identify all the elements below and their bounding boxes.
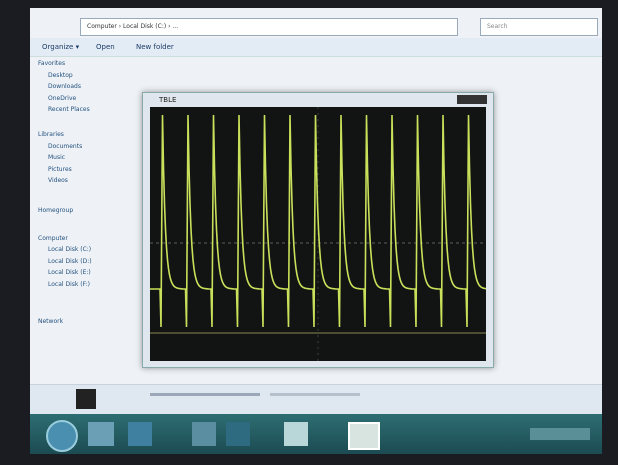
scope-title: TBLE xyxy=(159,96,176,104)
status-bar xyxy=(30,384,602,415)
search-box[interactable]: Search xyxy=(480,18,598,36)
taskbar xyxy=(30,414,602,454)
task-icon[interactable] xyxy=(128,422,152,446)
nav-item[interactable]: Favorites xyxy=(38,60,65,67)
nav-item[interactable]: Local Disk (C:) xyxy=(48,246,91,253)
organize-button[interactable]: Organize ▾ xyxy=(38,40,83,54)
page: Computer › Local Disk (C:) › ... Search … xyxy=(0,0,618,465)
task-icon[interactable] xyxy=(348,422,380,450)
new-folder-button[interactable]: New folder xyxy=(132,40,178,54)
task-icon[interactable] xyxy=(226,422,250,446)
window-controls[interactable] xyxy=(457,95,487,104)
task-icon[interactable] xyxy=(88,422,114,446)
nav-pane: Favorites Desktop Downloads OneDrive Recent … xyxy=(36,60,126,400)
nav-item[interactable]: Libraries xyxy=(38,131,64,138)
screen: Computer › Local Disk (C:) › ... Search … xyxy=(30,8,602,454)
nav-item[interactable]: Recent Places xyxy=(48,106,90,113)
toolbar: Organize ▾ Open New folder xyxy=(30,38,602,57)
nav-item[interactable]: Downloads xyxy=(48,83,81,90)
nav-item[interactable]: Documents xyxy=(48,143,82,150)
file-icon xyxy=(76,389,96,409)
task-icon[interactable] xyxy=(192,422,216,446)
scope-window: TBLE xyxy=(142,92,494,368)
nav-item[interactable]: Homegroup xyxy=(38,207,73,214)
address-bar[interactable]: Computer › Local Disk (C:) › ... xyxy=(80,18,458,36)
nav-item[interactable]: Desktop xyxy=(48,72,73,79)
scope-plot xyxy=(150,107,486,361)
nav-item[interactable]: Local Disk (D:) xyxy=(48,258,92,265)
nav-item[interactable]: Music xyxy=(48,154,65,161)
nav-item[interactable]: OneDrive xyxy=(48,95,76,102)
task-icon[interactable] xyxy=(284,422,308,446)
nav-item[interactable]: Local Disk (E:) xyxy=(48,269,91,276)
status-text xyxy=(150,393,260,396)
nav-item[interactable]: Local Disk (F:) xyxy=(48,281,90,288)
tray xyxy=(530,428,590,440)
nav-item[interactable]: Computer xyxy=(38,235,68,242)
status-text xyxy=(270,393,360,396)
nav-item[interactable]: Videos xyxy=(48,177,68,184)
nav-item[interactable]: Network xyxy=(38,318,63,325)
open-button[interactable]: Open xyxy=(92,40,119,54)
start-button[interactable] xyxy=(46,420,78,452)
nav-item[interactable]: Pictures xyxy=(48,166,72,173)
